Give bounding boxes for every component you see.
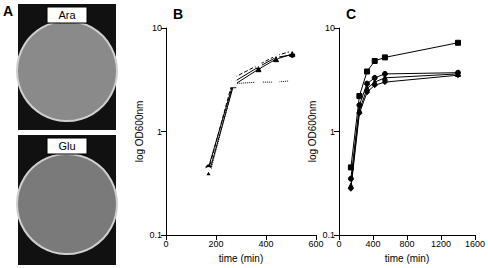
svg-text:log OD600nm: log OD600nm <box>307 101 318 163</box>
svg-text:time (min): time (min) <box>219 253 263 264</box>
svg-text:400: 400 <box>258 239 273 249</box>
svg-text:1600: 1600 <box>465 239 485 249</box>
svg-text:0: 0 <box>336 239 341 249</box>
svg-text:0.1: 0.1 <box>149 230 162 240</box>
svg-text:1200: 1200 <box>431 239 451 249</box>
svg-text:C: C <box>346 6 356 22</box>
svg-text:0: 0 <box>163 239 168 249</box>
svg-text:log OD600nm: log OD600nm <box>134 101 145 163</box>
svg-text:400: 400 <box>365 239 380 249</box>
svg-text:0.1: 0.1 <box>322 230 335 240</box>
svg-text:200: 200 <box>208 239 223 249</box>
svg-text:10: 10 <box>152 23 162 33</box>
svg-text:Ara: Ara <box>58 9 76 21</box>
svg-text:1: 1 <box>157 127 162 137</box>
svg-text:B: B <box>173 6 183 22</box>
svg-text:800: 800 <box>399 239 414 249</box>
svg-text:time (min): time (min) <box>385 253 429 264</box>
svg-text:A: A <box>3 3 13 19</box>
svg-text:Glu: Glu <box>58 140 75 152</box>
svg-text:10: 10 <box>325 23 335 33</box>
svg-text:1: 1 <box>330 127 335 137</box>
svg-text:600: 600 <box>308 239 323 249</box>
